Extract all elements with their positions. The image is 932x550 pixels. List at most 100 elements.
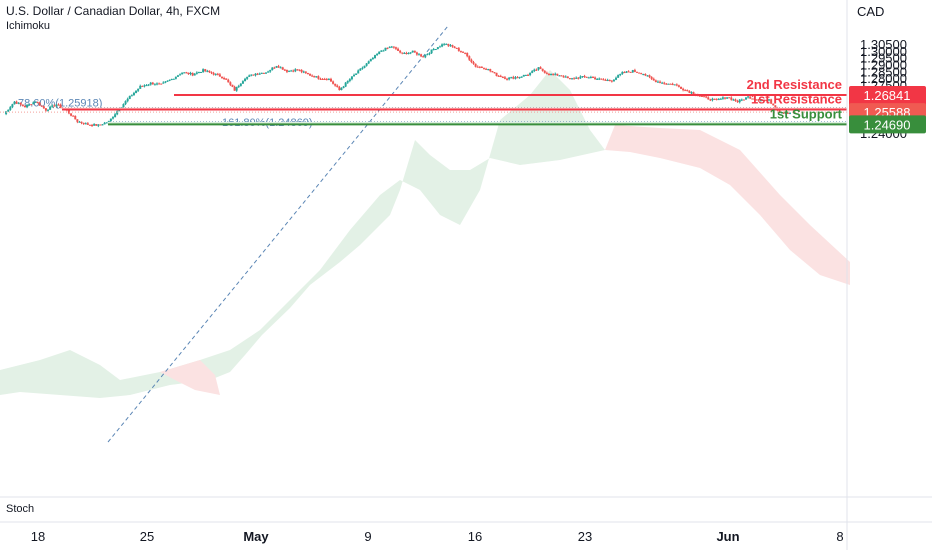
candle-body — [428, 53, 431, 55]
candle-body — [116, 111, 119, 115]
candle-body — [28, 104, 31, 106]
candle-body — [23, 105, 26, 108]
candle-body — [172, 78, 175, 80]
price-axis-unit: CAD — [857, 4, 885, 19]
resistance-label: 2nd Resistance — [747, 77, 842, 92]
candle-body — [55, 104, 58, 107]
candle-body — [78, 121, 81, 123]
candle-body — [26, 105, 29, 108]
candle-body — [220, 76, 223, 79]
candle-body — [573, 78, 576, 80]
candle-body — [353, 74, 356, 77]
candle-body — [53, 105, 56, 107]
candle-body — [648, 75, 651, 78]
candle-body — [487, 69, 490, 71]
candle-body — [581, 76, 584, 78]
candle-body — [269, 70, 272, 72]
candle-body — [650, 77, 653, 79]
candle-body — [275, 66, 278, 68]
candle-body — [493, 72, 496, 74]
candle-body — [241, 81, 244, 84]
price-tag-value: 1.24690 — [864, 117, 911, 132]
candle-body — [552, 74, 555, 76]
candle-body — [156, 83, 159, 85]
candle-body — [518, 76, 521, 78]
candle-body — [342, 86, 345, 89]
candle-body — [520, 76, 523, 78]
candle-body — [485, 68, 488, 70]
candle-body — [88, 124, 91, 126]
candle-body — [300, 70, 303, 72]
candle-body — [759, 100, 762, 102]
time-axis[interactable]: 18 25 May 9 16 23 Jun 8 — [31, 529, 844, 544]
candle-body — [541, 68, 544, 71]
candle-body — [311, 75, 314, 77]
candle-body — [688, 90, 691, 93]
candle-body — [51, 105, 54, 107]
candle-body — [166, 80, 169, 82]
candle-body — [491, 71, 494, 73]
candle-body — [591, 76, 594, 78]
candle-body — [594, 77, 597, 80]
candle-body — [424, 55, 427, 58]
candle-body — [40, 105, 43, 107]
candle-body — [464, 52, 467, 54]
candle-body — [673, 84, 676, 86]
candle-body — [652, 78, 655, 81]
candle-body — [252, 74, 255, 76]
candle-body — [453, 46, 456, 48]
candle-body — [394, 47, 397, 49]
candle-body — [677, 85, 680, 87]
candle-body — [290, 70, 293, 72]
candle-body — [768, 99, 771, 101]
candle-body — [304, 71, 307, 73]
candle-body — [277, 66, 280, 68]
candle-body — [535, 69, 538, 71]
candle-body — [707, 97, 710, 100]
candle-body — [91, 124, 94, 126]
candle-body — [392, 46, 395, 48]
candle-body — [130, 95, 133, 97]
candle-body — [128, 95, 131, 99]
price-tag-box — [849, 85, 926, 104]
support-label: 1st Support — [770, 106, 843, 121]
candle-body — [665, 83, 668, 85]
candle-body — [482, 67, 485, 69]
candle-body — [233, 86, 236, 91]
candle-body — [260, 72, 263, 74]
candle-body — [237, 85, 240, 87]
candle-body — [747, 96, 750, 98]
candle-body — [114, 114, 117, 118]
candle-body — [262, 72, 265, 74]
candle-body — [176, 75, 179, 77]
candle-body — [267, 71, 270, 73]
candle-body — [32, 102, 35, 105]
candle-body — [281, 67, 284, 70]
candle-body — [742, 99, 745, 101]
candle-body — [195, 72, 198, 74]
candle-body — [489, 69, 492, 72]
candle-body — [474, 63, 477, 67]
candle-body — [411, 50, 414, 53]
candle-body — [784, 112, 787, 114]
candle-body — [365, 63, 368, 66]
candle-body — [143, 85, 146, 87]
candle-body — [661, 82, 664, 84]
candle-body — [323, 79, 326, 81]
candle-body — [619, 73, 622, 76]
candle-body — [734, 99, 737, 102]
y-tick-label: 1.30500 — [860, 37, 907, 52]
candle-body — [789, 113, 791, 115]
candle-body — [430, 49, 433, 54]
candle-body — [137, 88, 140, 91]
candle-body — [420, 54, 423, 57]
candle-body — [105, 122, 108, 124]
candle-body — [451, 45, 454, 47]
candle-body — [74, 116, 77, 120]
candle-body — [625, 71, 628, 73]
candle-body — [397, 48, 400, 51]
candle-body — [497, 75, 500, 77]
candle-body — [204, 69, 207, 72]
candle-body — [376, 53, 379, 56]
